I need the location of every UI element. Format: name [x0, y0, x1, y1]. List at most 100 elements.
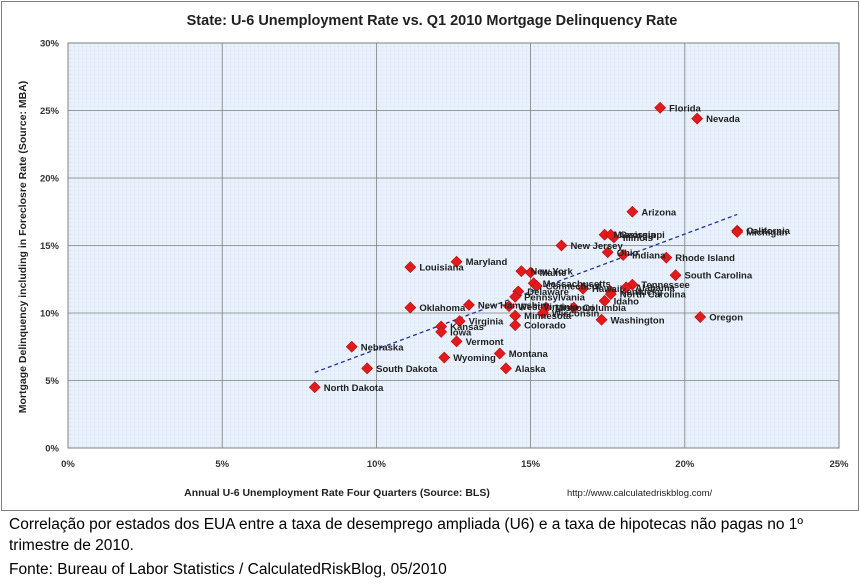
x-axis-ticks: 0% 5% 10% 15% 20% 25% [61, 459, 849, 470]
point-label: North Dakota [324, 383, 384, 394]
data-point [691, 112, 704, 125]
data-point [509, 319, 522, 332]
data-point [604, 288, 617, 301]
data-point [617, 249, 630, 261]
data-points [308, 101, 744, 394]
data-point [404, 301, 417, 314]
data-point [462, 298, 475, 311]
point-label: California [746, 226, 791, 237]
data-point [731, 226, 744, 238]
y-tick-label: 20% [40, 174, 60, 185]
point-label: Tennessee [641, 280, 689, 291]
point-label: Minnesota [524, 311, 572, 322]
data-point [567, 301, 580, 314]
data-point [509, 290, 522, 303]
point-label: Delaware [527, 287, 569, 298]
point-label: Connecticut [546, 282, 602, 293]
data-point [537, 307, 549, 319]
data-point [601, 246, 614, 259]
data-point [604, 228, 617, 241]
point-label: Wyoming [453, 353, 496, 364]
y-tick-label: 25% [40, 106, 60, 117]
chart-frame: State: U-6 Unemployment Rate vs. Q1 2010… [1, 1, 859, 511]
point-label: Vermont [466, 337, 505, 348]
data-point [530, 280, 543, 292]
data-point [524, 266, 537, 279]
data-point [595, 313, 608, 326]
y-axis-ticks: 0% 5% 10% 15% 20% 25% 30% [40, 39, 60, 455]
scatter-chart: State: U-6 Unemployment Rate vs. Q1 2010… [17, 13, 849, 499]
point-label: Arizona [641, 207, 677, 218]
chart-title: State: U-6 Unemployment Rate vs. Q1 2010… [187, 13, 678, 29]
data-point [404, 261, 417, 274]
point-label: Oregon [709, 313, 743, 324]
x-tick-label: 10% [367, 459, 387, 470]
point-label: Indiana [632, 250, 666, 261]
data-point [453, 315, 466, 328]
point-label: Nebraska [361, 342, 404, 353]
point-label: New Hampshire [478, 300, 549, 311]
point-label: Washington [611, 315, 665, 326]
gridlines [68, 43, 839, 448]
point-label: Massachusetts [543, 279, 611, 290]
point-label: Illinois [623, 233, 653, 244]
y-axis-label: Mortgage Delinquency including in Forecl… [17, 81, 29, 414]
data-point [598, 294, 611, 307]
data-point [626, 205, 639, 218]
y-tick-label: 10% [40, 309, 60, 320]
data-point [308, 381, 321, 394]
data-point [500, 362, 512, 375]
point-label: South Carolina [685, 271, 753, 282]
y-tick-label: 15% [40, 241, 60, 252]
source-url: http://www.calculatedriskblog.com/ [567, 488, 713, 499]
y-tick-label: 5% [45, 376, 59, 387]
plot-border [67, 42, 840, 449]
point-label: Maine [540, 268, 567, 279]
point-label: New Jersey [570, 241, 623, 252]
x-tick-label: 5% [215, 459, 229, 470]
point-label: Kansas [450, 322, 484, 333]
point-label: Idaho [614, 296, 640, 307]
point-label: Colorado [524, 321, 566, 332]
trendline [314, 213, 738, 374]
point-label: North Carolina [620, 290, 687, 301]
y-tick-label: 0% [45, 444, 59, 455]
caption-text: Correlação por estados dos EUA entre a t… [9, 516, 804, 554]
point-label: Alabama [635, 283, 675, 294]
point-label: Maryland [466, 257, 508, 268]
y-tick-label: 30% [40, 39, 60, 50]
data-point [515, 265, 528, 278]
data-point [450, 255, 463, 268]
point-label: Columbia [583, 303, 627, 314]
data-point [361, 362, 374, 375]
x-tick-label: 15% [521, 459, 541, 470]
data-point [435, 325, 448, 338]
data-point [669, 269, 682, 282]
caption: Correlação por estados dos EUA entre a t… [9, 514, 854, 556]
data-point [660, 251, 673, 264]
point-label: South Dakota [376, 364, 438, 375]
point-label: Nevada [706, 114, 741, 125]
data-point [654, 101, 667, 114]
point-label: Montana [509, 349, 549, 360]
source-note: Fonte: Bureau of Labor Statistics / Calc… [9, 561, 447, 578]
point-label: Florida [669, 103, 701, 114]
point-label: New York [530, 267, 573, 278]
point-label: Pennsylvania [524, 292, 585, 303]
point-label: Mississippi [614, 230, 665, 241]
point-label: Hawaii [592, 284, 622, 295]
point-label: Rhode Island [675, 253, 735, 264]
point-label: Louisiana [419, 263, 464, 274]
x-tick-label: 25% [829, 459, 849, 470]
point-label: Alaska [515, 364, 546, 375]
point-label: Georgia [620, 230, 657, 241]
data-point [345, 340, 358, 353]
data-point [694, 311, 707, 323]
data-point [503, 300, 515, 313]
data-point [577, 282, 589, 295]
point-label: Wisconsin [552, 309, 600, 320]
point-label: Missouri [555, 303, 594, 314]
point-label: Michigan [746, 228, 787, 239]
data-point [493, 347, 506, 360]
